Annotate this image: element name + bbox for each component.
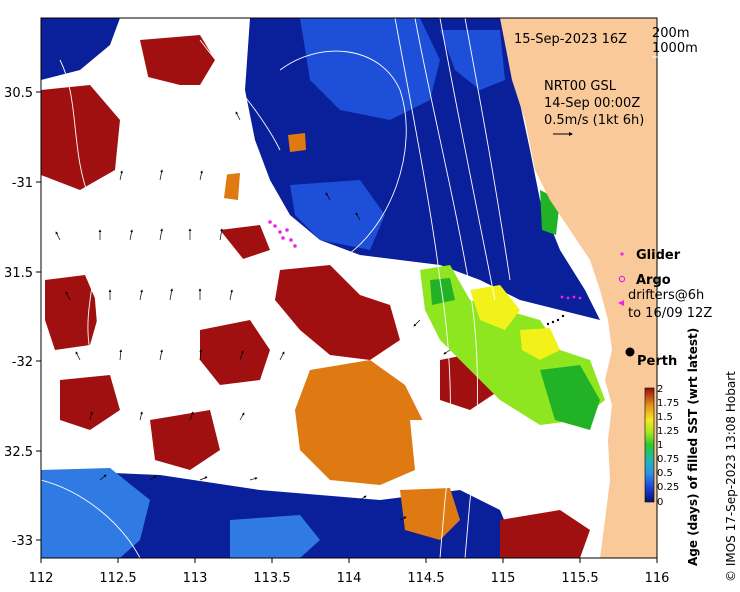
imos-credit: © IMOS 17-Sep-2023 13:08 Hobart [724,371,738,582]
y-tick-32: -32 [12,355,33,370]
y-tick-32-5: 32.5 [4,445,33,460]
red-east-s [500,510,590,558]
deep-blue-south [41,470,520,558]
cb-tick-0-25: 0.25 [657,482,679,493]
drifter-marker [618,300,624,306]
red-mid-n [140,35,215,85]
y-tick-31: -31 [12,176,33,191]
x-axis-ticks [40,558,658,563]
white-patch-1 [120,70,260,320]
colorbar-title-text: Age (days) of filled SST (wrt latest) [686,327,700,566]
mid-blue-north [300,18,440,120]
red-west-3 [60,375,120,430]
red-west [41,85,120,190]
contour-1000-label: 1000m [652,41,698,56]
argo-marker [618,275,626,283]
argo-label: Argo [636,273,671,288]
red-west-2 [45,275,100,350]
colorbar-ticks: 2 1.75 1.5 1.25 1 0.75 0.5 0.25 0 [657,384,679,508]
white-patch-3 [410,420,500,490]
cb-tick-1-5: 1.5 [657,412,673,423]
colorbar [644,387,655,503]
perth-label: Perth [637,354,677,369]
white-patch-2 [90,200,170,380]
x-tick-114-5: 114.5 [407,571,444,586]
current-vectors [55,111,451,521]
x-tick-112-5: 112.5 [99,571,136,586]
glider-marker [620,252,624,256]
currents-time: 14-Sep 00:00Z [544,96,640,111]
cb-tick-1-25: 1.25 [657,426,679,437]
bathymetry-contours [41,18,511,558]
colorbar-title: Age (days) of filled SST (wrt latest) [686,328,700,566]
drifters-label-2: to 16/09 12Z [628,306,712,321]
cb-tick-1-75: 1.75 [657,398,679,409]
cb-tick-1: 1 [657,440,663,451]
y-tick-30-5: 30.5 [4,86,33,101]
x-tick-116: 116 [645,571,670,586]
date-label: 15-Sep-2023 16Z [514,32,627,47]
x-tick-113: 113 [183,571,208,586]
glider-label: Glider [636,248,681,263]
mid-blue-center [290,180,385,250]
yellow-coastal [470,285,520,330]
x-tick-114: 114 [337,571,362,586]
drifter-track [560,295,582,300]
x-tick-115: 115 [491,571,516,586]
orange-center [295,360,425,485]
x-tick-115-5: 115.5 [561,571,598,586]
x-tick-113-5: 113.5 [253,571,290,586]
red-center-2 [200,320,270,385]
light-blue-s [230,515,320,558]
y-axis-ticks [36,91,41,541]
orange-n2 [222,173,240,200]
orange-n [288,133,306,152]
x-tick-112: 112 [29,571,54,586]
deep-blue-nw [41,18,120,80]
drifter-black-track [546,314,565,326]
drifters-label-1: drifters@6h [628,288,704,303]
cb-tick-0: 0 [657,497,663,508]
cb-tick-0-75: 0.75 [657,454,679,465]
contour-200-label: 200m [652,26,689,41]
perth-marker [625,347,635,357]
y-tick-31-5: 31.5 [4,266,33,281]
currents-scale: 0.5m/s (1kt 6h) [544,113,644,128]
yellow-coastal-2 [520,328,560,360]
cb-tick-2: 2 [657,384,663,395]
land-mass [500,18,657,558]
y-tick-33: -33 [12,534,33,549]
y-axis-labels: 30.5 -31 31.5 -32 32.5 -33 [4,86,33,549]
green-coastal [540,365,600,430]
glider-track [268,220,297,248]
green-coastal-2 [430,278,455,305]
red-sw [150,410,220,470]
currents-source: NRT00 GSL [544,79,617,94]
x-axis-labels: 112 112.5 113 113.5 114 114.5 115 115.5 … [29,571,670,586]
cb-tick-0-5: 0.5 [657,468,673,479]
red-center [275,265,400,360]
